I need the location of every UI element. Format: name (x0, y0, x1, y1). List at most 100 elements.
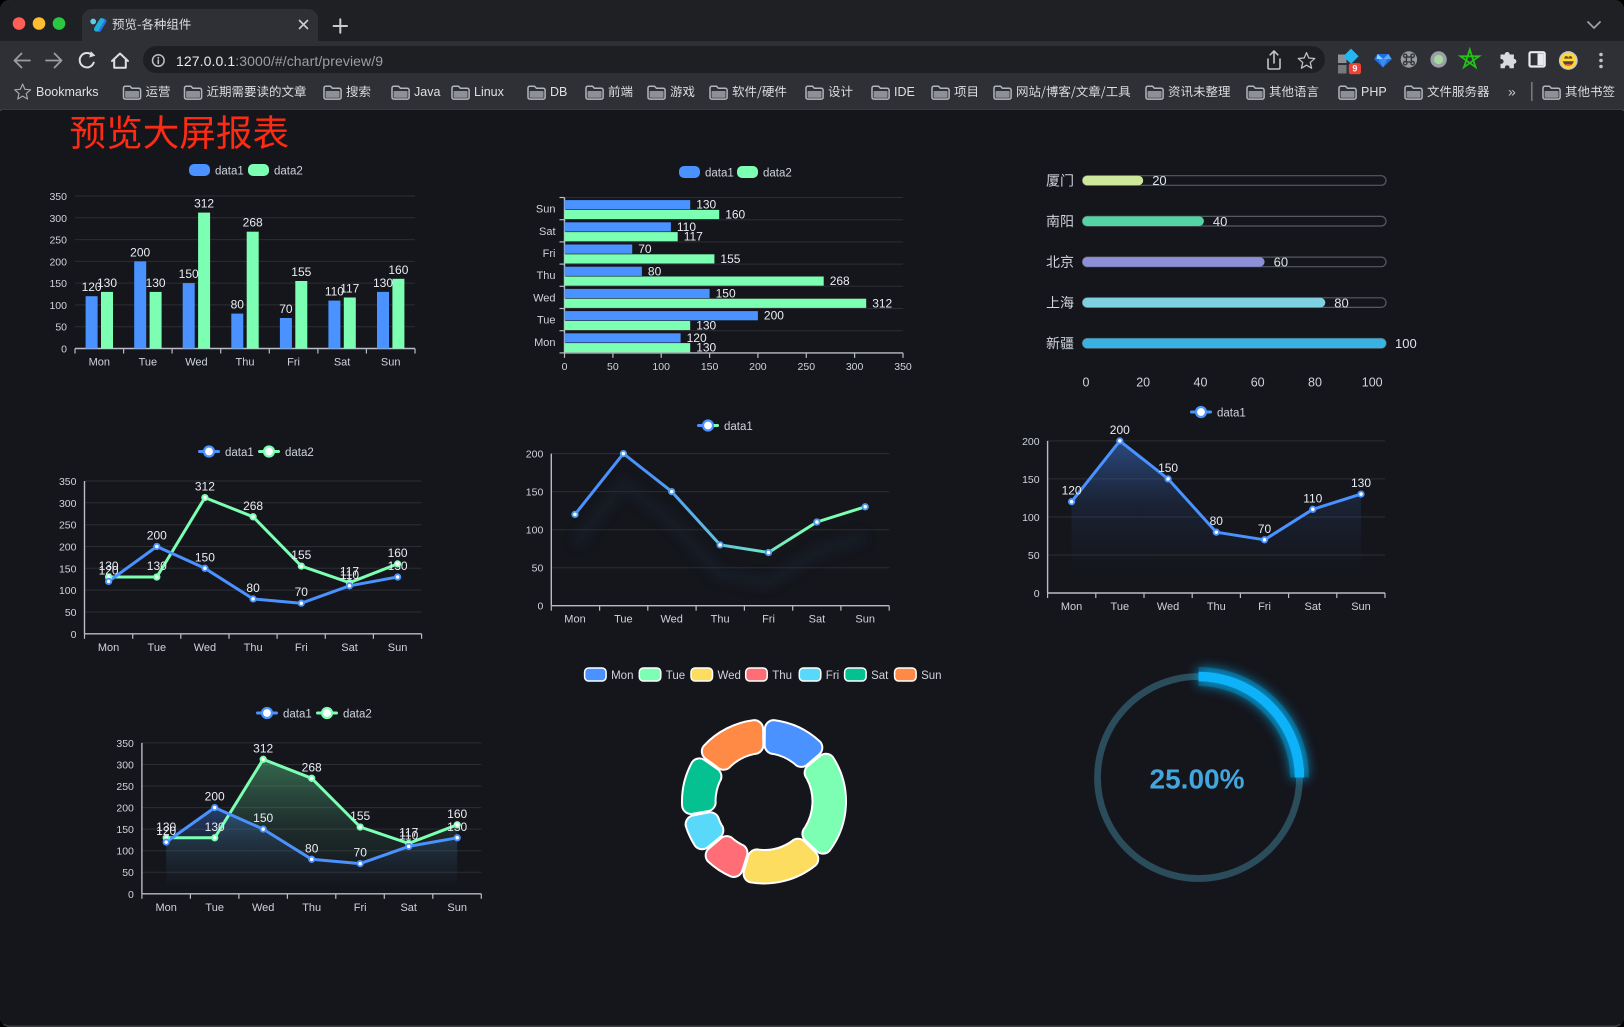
svg-text:150: 150 (526, 487, 544, 499)
svg-text:150: 150 (195, 550, 215, 564)
svg-text:130: 130 (146, 276, 166, 290)
svg-text:Sat: Sat (400, 902, 417, 914)
svg-text:130: 130 (1351, 476, 1371, 490)
svg-text:0: 0 (61, 344, 67, 356)
svg-text:0: 0 (128, 889, 134, 901)
svg-text:Linux: Linux (474, 85, 505, 99)
svg-text:250: 250 (49, 235, 67, 247)
svg-text:Fri: Fri (287, 357, 300, 369)
svg-text:0: 0 (1034, 588, 1040, 600)
svg-text:DB: DB (550, 85, 567, 99)
svg-text:200: 200 (1110, 423, 1130, 437)
svg-text:Sun: Sun (381, 357, 401, 369)
svg-text:PHP: PHP (1361, 85, 1387, 99)
svg-text:312: 312 (194, 197, 214, 211)
svg-text:Fri: Fri (543, 248, 556, 260)
svg-text:150: 150 (59, 563, 77, 575)
svg-text:130: 130 (99, 559, 119, 573)
svg-text:Sun: Sun (447, 902, 467, 914)
svg-text:100: 100 (116, 846, 134, 858)
svg-text:120: 120 (156, 824, 176, 838)
svg-text:Tue: Tue (139, 357, 158, 369)
svg-text:160: 160 (388, 546, 408, 560)
svg-text:0: 0 (1083, 376, 1090, 390)
svg-text:200: 200 (49, 256, 67, 268)
svg-text:Tue: Tue (148, 642, 167, 654)
svg-text:117: 117 (340, 282, 359, 296)
svg-text:312: 312 (872, 296, 892, 310)
svg-text:120: 120 (1062, 484, 1082, 498)
svg-text:data1: data1 (225, 447, 254, 459)
svg-text:60: 60 (1274, 255, 1288, 270)
svg-text:Mon: Mon (155, 902, 176, 914)
svg-text:Sun: Sun (855, 614, 875, 626)
svg-text:Tue: Tue (666, 670, 685, 682)
svg-text:Sat: Sat (334, 357, 351, 369)
svg-text:Wed: Wed (660, 614, 682, 626)
svg-text:117: 117 (684, 230, 703, 244)
svg-text:Mon: Mon (534, 337, 555, 349)
svg-text:155: 155 (350, 809, 370, 823)
svg-text:0: 0 (71, 629, 77, 641)
svg-text:150: 150 (179, 267, 199, 281)
svg-text:Fri: Fri (762, 614, 775, 626)
svg-text:160: 160 (447, 807, 467, 821)
svg-text:Bookmarks: Bookmarks (36, 85, 99, 99)
svg-text:150: 150 (1022, 474, 1040, 486)
svg-text:Wed: Wed (533, 292, 555, 304)
svg-text:80: 80 (1210, 514, 1224, 528)
svg-text:200: 200 (749, 361, 767, 373)
svg-text:data2: data2 (763, 168, 792, 180)
svg-text:80: 80 (648, 264, 662, 278)
svg-text:50: 50 (1028, 550, 1040, 562)
svg-text:data1: data1 (283, 709, 312, 721)
svg-text:Wed: Wed (718, 670, 741, 682)
svg-text:350: 350 (49, 191, 67, 203)
svg-text:Wed: Wed (185, 357, 207, 369)
svg-text:Fri: Fri (826, 670, 839, 682)
svg-text:Thu: Thu (236, 357, 255, 369)
svg-text:100: 100 (652, 361, 670, 373)
svg-text:80: 80 (246, 581, 260, 595)
svg-text:Sat: Sat (341, 642, 358, 654)
svg-text:50: 50 (55, 322, 67, 334)
svg-text:130: 130 (205, 820, 225, 834)
svg-text:Mon: Mon (98, 642, 119, 654)
svg-text:250: 250 (116, 781, 134, 793)
svg-text:Tue: Tue (614, 614, 633, 626)
svg-text:100: 100 (526, 525, 544, 537)
svg-text:50: 50 (532, 563, 544, 575)
svg-text:312: 312 (253, 741, 273, 755)
svg-text:350: 350 (116, 738, 134, 750)
svg-text:Mon: Mon (89, 357, 110, 369)
svg-text:80: 80 (231, 298, 245, 312)
svg-text:70: 70 (354, 846, 368, 860)
svg-text:100: 100 (1022, 512, 1040, 524)
svg-text:160: 160 (725, 208, 745, 222)
svg-text:268: 268 (243, 499, 263, 513)
svg-text:300: 300 (49, 213, 67, 225)
svg-text:Sun: Sun (388, 642, 408, 654)
svg-text:268: 268 (302, 760, 322, 774)
svg-text:130: 130 (156, 820, 176, 834)
svg-text:data1: data1 (705, 168, 734, 180)
svg-text:120: 120 (99, 563, 119, 577)
svg-text:110: 110 (325, 285, 344, 299)
svg-text:70: 70 (1258, 522, 1272, 536)
svg-text:155: 155 (291, 548, 311, 562)
svg-text:110: 110 (1303, 491, 1322, 505)
svg-text:Mon: Mon (564, 614, 585, 626)
svg-text:268: 268 (243, 216, 263, 230)
svg-text:Thu: Thu (302, 902, 321, 914)
svg-text:Sun: Sun (536, 204, 556, 216)
svg-text:Tue: Tue (1111, 601, 1130, 613)
svg-text:70: 70 (638, 242, 652, 256)
svg-text:data1: data1 (724, 421, 753, 433)
svg-text:200: 200 (116, 803, 134, 815)
svg-text:Tue: Tue (537, 315, 556, 327)
svg-text:150: 150 (116, 824, 134, 836)
svg-text:300: 300 (846, 361, 864, 373)
svg-text:Sat: Sat (1305, 601, 1322, 613)
svg-text:70: 70 (279, 302, 293, 316)
svg-text:Sun: Sun (1351, 601, 1371, 613)
